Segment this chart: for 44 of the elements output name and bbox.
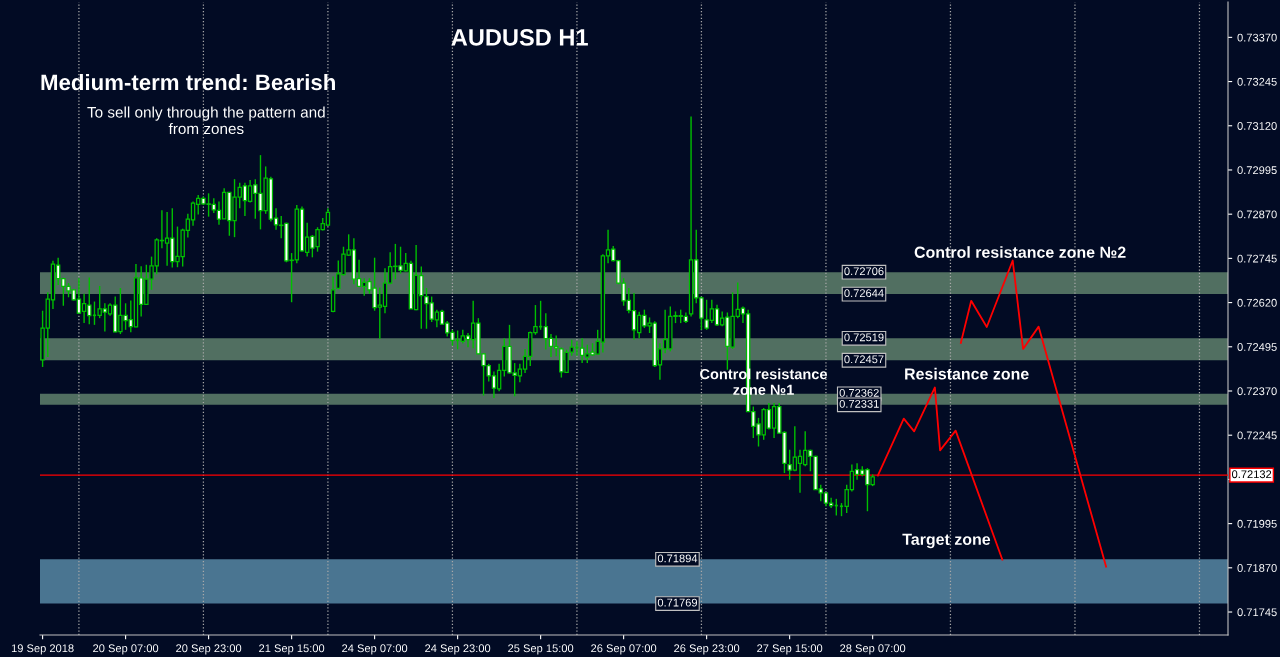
y-tick-label: 0.72370 (1237, 387, 1277, 396)
annotation: 0.72644 (844, 289, 884, 298)
x-tick-label: 21 Sep 15:00 (259, 644, 325, 655)
x-tick-label: 24 Sep 07:00 (342, 644, 408, 655)
annotation: 0.72331 (839, 399, 879, 408)
annotation: 0.71894 (657, 554, 698, 563)
x-tick-label: 20 Sep 07:00 (93, 644, 159, 655)
x-tick-label: 20 Sep 23:00 (176, 644, 242, 655)
x-tick-label: 27 Sep 15:00 (757, 644, 823, 655)
y-tick-label: 0.71870 (1237, 564, 1277, 572)
x-tick-label: 24 Sep 23:00 (425, 644, 491, 655)
y-tick-label: 0.73120 (1237, 122, 1277, 130)
candlestick (631, 292, 637, 341)
annotation: To sell only through the pattern and from zones (87, 106, 325, 135)
y-tick-label: 0.72620 (1237, 298, 1277, 307)
text: AUDUSD H1 (451, 29, 588, 46)
y-tick-label: 0.72245 (1237, 431, 1277, 440)
y-tick-label: 0.72995 (1237, 166, 1277, 175)
x-tick-label: 25 Sep 15:00 (508, 644, 574, 655)
band-label: Resistance zone (905, 367, 1029, 380)
annotation: 0.72362 (839, 388, 879, 397)
y-tick-label: 0.73370 (1237, 33, 1277, 42)
y-tick-label: 0.71995 (1237, 519, 1277, 528)
x-tick-label: 19 Sep 2018 (11, 644, 74, 655)
y-tick-label: 0.71745 (1237, 608, 1277, 617)
annotation: 0.72519 (844, 333, 884, 342)
band-label: Target zone (902, 533, 991, 549)
ref-line-label: 0.72132 (1232, 470, 1272, 479)
candlestick (543, 312, 549, 351)
x-tick-label: 28 Sep 07:00 (840, 644, 906, 655)
x-tick-label: 26 Sep 07:00 (591, 644, 657, 655)
band-label: Control resistance zone №2 (914, 246, 1126, 258)
y-tick-label: 0.73245 (1237, 77, 1277, 86)
y-tick-label: 0.72745 (1237, 254, 1277, 263)
candlestick (382, 267, 388, 314)
candlestick (330, 275, 336, 313)
y-tick-label: 0.72870 (1237, 210, 1277, 219)
annotation: 0.71769 (657, 598, 698, 607)
x-tick-label: 26 Sep 23:00 (674, 644, 740, 655)
annotation: 0.72706 (844, 267, 884, 276)
annotation: 0.72457 (844, 355, 884, 364)
candlestick (714, 304, 720, 327)
text: Medium-term trend: Bearish (41, 73, 335, 91)
y-tick-label: 0.72495 (1237, 343, 1277, 351)
